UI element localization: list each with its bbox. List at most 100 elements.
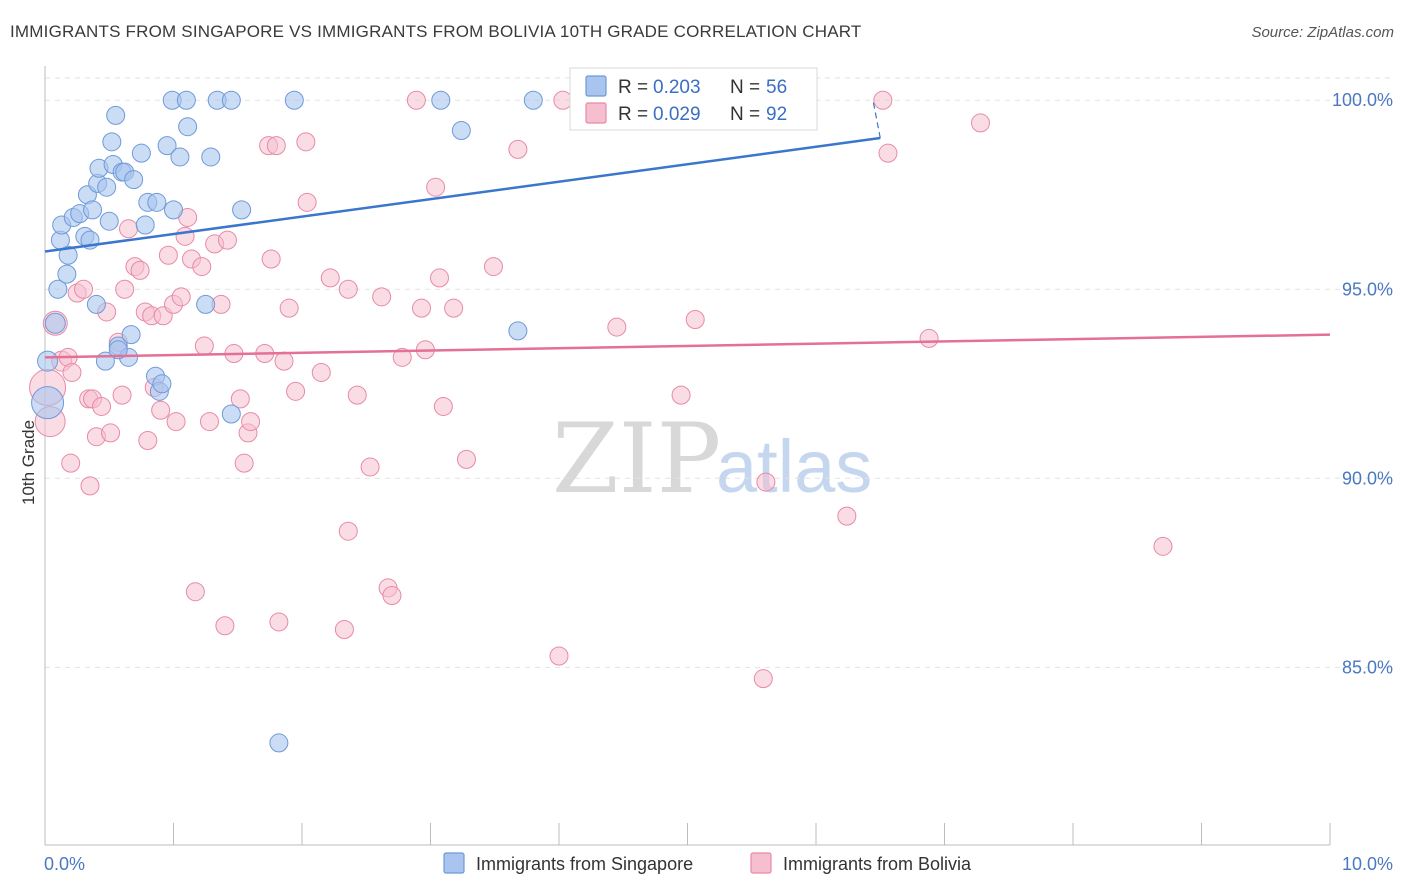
bolivia-point [919,328,939,348]
bolivia-point [158,245,178,265]
bolivia-point [508,139,528,159]
singapore-point [201,147,221,167]
bolivia-point [483,257,503,277]
legend-n-label-1: N = [730,77,760,98]
bottom-legend-singapore-label: Immigrants from Singapore [476,854,693,874]
bolivia-point [671,385,691,405]
axes [44,66,1331,846]
singapore-point [31,386,65,420]
singapore-point [106,105,126,125]
bolivia-point [433,396,453,416]
bolivia-point [175,226,195,246]
bottom-legend-bolivia-label: Immigrants from Bolivia [783,854,972,874]
bolivia-point [334,620,354,640]
legend-n-label-2: N = [730,104,760,125]
bolivia-point [296,132,316,152]
singapore-point [99,211,119,231]
bolivia-point [80,476,100,496]
bolivia-point [311,362,331,382]
bolivia-point [347,385,367,405]
bottom-legend-singapore-swatch [443,852,465,874]
bolivia-point [878,143,898,163]
bottom-legend: Immigrants from Singapore Immigrants fro… [443,852,972,874]
bolivia-point [119,219,139,239]
singapore-point [86,294,106,314]
y-tick-label: 85.0% [1342,657,1393,677]
singapore-swatch [585,75,607,97]
bolivia-point [230,389,250,409]
bolivia-point [217,230,237,250]
bolivia-point [970,113,990,133]
x-tick-labels: 0.0% 10.0% [44,854,1393,874]
legend-r-value-1: 0.203 [653,77,701,98]
singapore-point [57,264,77,284]
bolivia-point [426,177,446,197]
bolivia-point [873,90,893,110]
singapore-point [124,170,144,190]
bolivia-point [61,453,81,473]
singapore-point [508,321,528,341]
bolivia-point [756,472,776,492]
bolivia-point [320,268,340,288]
bolivia-point [274,351,294,371]
bolivia-points [29,90,1173,689]
bolivia-point [130,260,150,280]
singapore-point [157,136,177,156]
stats-legend: R = 0.203 N = 56 R = 0.029 N = 92 [569,67,818,131]
singapore-point [451,120,471,140]
bolivia-point [74,279,94,299]
bolivia-point [685,310,705,330]
watermark-atlas: atlas [716,425,872,508]
singapore-point [152,374,172,394]
bolivia-point [215,616,235,636]
singapore-point [269,733,289,753]
x-tick-label-max: 10.0% [1342,854,1393,874]
singapore-point [37,350,59,372]
y-tick-label: 95.0% [1342,279,1393,299]
singapore-trend-extension [872,100,881,139]
singapore-point [102,132,122,152]
bolivia-point [429,268,449,288]
singapore-point [284,90,304,110]
y-tick-labels: 85.0% 90.0% 95.0% 100.0% [1332,90,1393,677]
bolivia-point [115,279,135,299]
singapore-trend-line [44,136,881,253]
bolivia-point [241,412,261,432]
singapore-point [135,215,155,235]
singapore-point [44,312,66,334]
bolivia-point [338,279,358,299]
bolivia-point [151,400,171,420]
trend-lines [44,100,1331,359]
bolivia-point [382,585,402,605]
x-tick-label-min: 0.0% [44,854,85,874]
bolivia-point [62,362,82,382]
bolivia-point [166,412,186,432]
singapore-point [83,200,103,220]
bolivia-point [392,347,412,367]
singapore-point [431,90,451,110]
bolivia-point [372,287,392,307]
bolivia-point [338,521,358,541]
bolivia-point [360,457,380,477]
singapore-point [147,192,167,212]
y-axis-label: 10th Grade [19,420,38,505]
singapore-point [523,90,543,110]
legend-r-label-1: R = [618,77,648,98]
source-label: Source: ZipAtlas.com [1251,24,1394,41]
legend-n-value-2: 92 [766,104,787,125]
watermark-zip: ZIP [552,403,721,515]
legend-r-value-2: 0.029 [653,104,701,125]
bolivia-point [185,582,205,602]
bolivia-point [753,669,773,689]
legend-n-value-1: 56 [766,77,787,98]
singapore-point [221,404,241,424]
bolivia-point [194,336,214,356]
bolivia-point [607,317,627,337]
singapore-point [48,279,68,299]
singapore-point [121,325,141,345]
bolivia-point [266,136,286,156]
bolivia-point [269,612,289,632]
gridlines [45,77,1395,668]
stats-legend-box [569,67,818,131]
bolivia-point [279,298,299,318]
